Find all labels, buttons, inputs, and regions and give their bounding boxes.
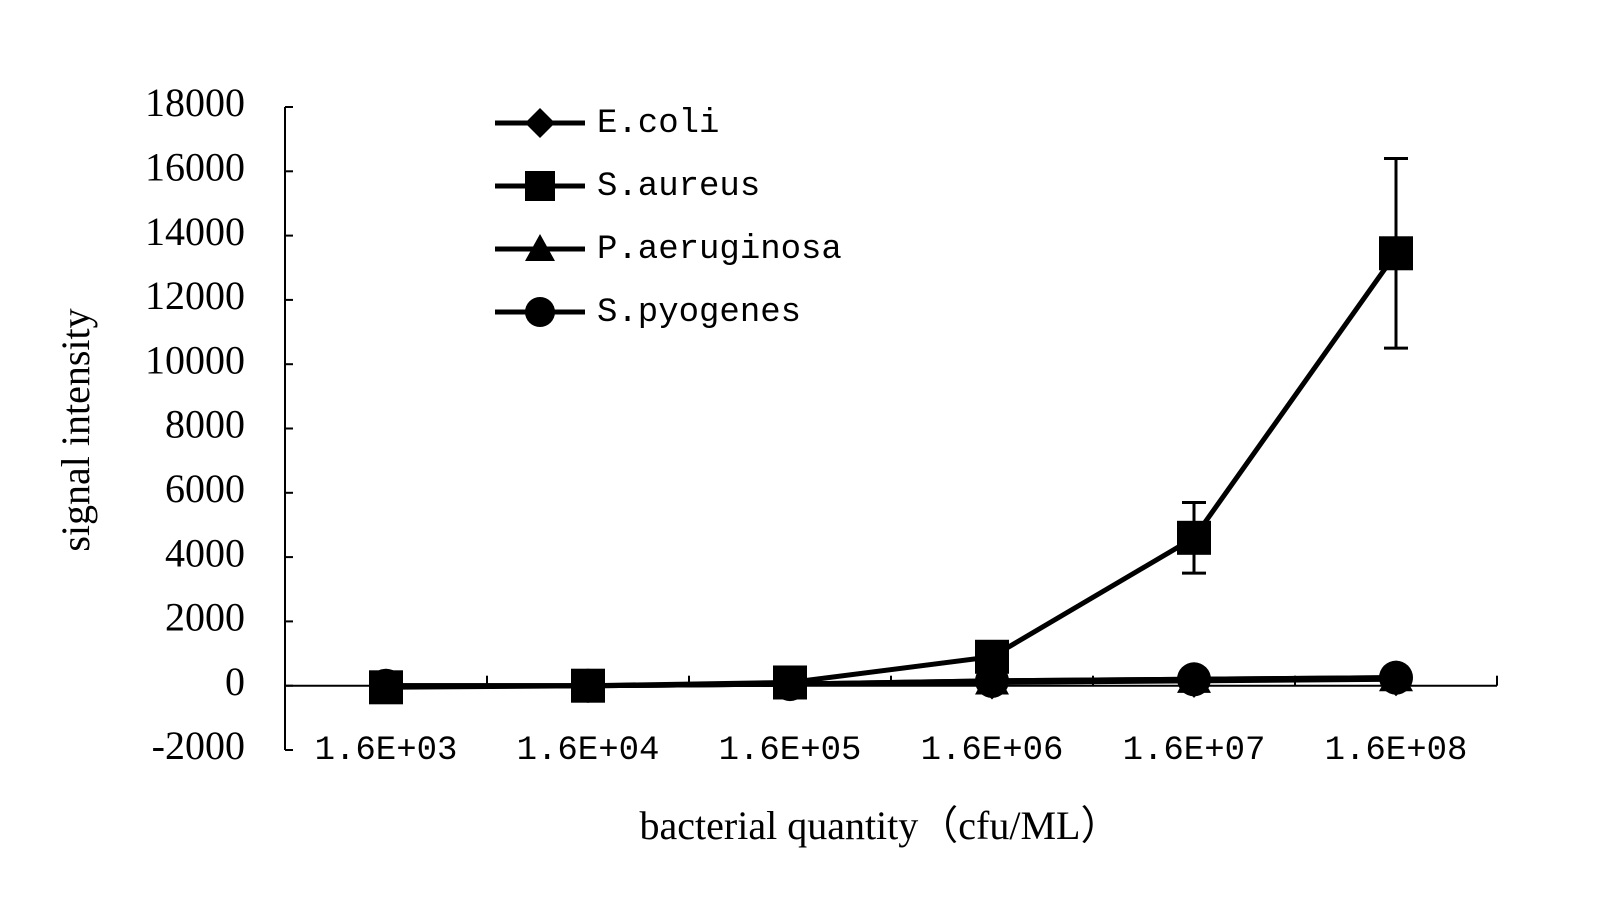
legend-label: S.pyogenes [597, 294, 801, 332]
data-marker [975, 664, 1009, 698]
y-tick-label: 16000 [145, 144, 245, 189]
y-tick-label: 12000 [145, 273, 245, 318]
y-tick-label: 2000 [165, 595, 245, 640]
data-marker [1177, 662, 1211, 696]
x-tick-label: 1.6E+07 [1123, 732, 1266, 770]
data-marker [773, 667, 807, 701]
x-tick-label: 1.6E+05 [719, 732, 862, 770]
data-marker [1177, 521, 1211, 555]
y-tick-label: -2000 [152, 723, 245, 768]
data-marker [369, 669, 403, 703]
y-tick-label: 8000 [165, 402, 245, 447]
chart: bacterial quantity（cfu/ML） signal intens… [0, 0, 1601, 923]
legend-marker [525, 297, 555, 327]
y-tick-label: 10000 [145, 337, 245, 382]
legend-label: S.aureus [597, 168, 760, 206]
x-tick-label: 1.6E+08 [1325, 732, 1468, 770]
legend-marker [525, 171, 555, 201]
x-axis-label: bacterial quantity（cfu/ML） [640, 803, 1121, 848]
x-tick-label: 1.6E+06 [921, 732, 1064, 770]
y-tick-label: 6000 [165, 466, 245, 511]
y-tick-label: 18000 [145, 80, 245, 125]
y-tick-label: 14000 [145, 209, 245, 254]
data-marker [571, 669, 605, 703]
data-marker [1379, 661, 1413, 695]
data-marker [1379, 236, 1413, 270]
legend-label: P.aeruginosa [597, 231, 842, 269]
x-tick-label: 1.6E+04 [517, 732, 660, 770]
y-axis-label: signal intensity [53, 308, 98, 551]
y-tick-label: 0 [225, 659, 245, 704]
y-tick-label: 4000 [165, 530, 245, 575]
legend-label: E.coli [597, 105, 719, 143]
legend-marker [525, 108, 555, 138]
x-tick-label: 1.6E+03 [315, 732, 458, 770]
